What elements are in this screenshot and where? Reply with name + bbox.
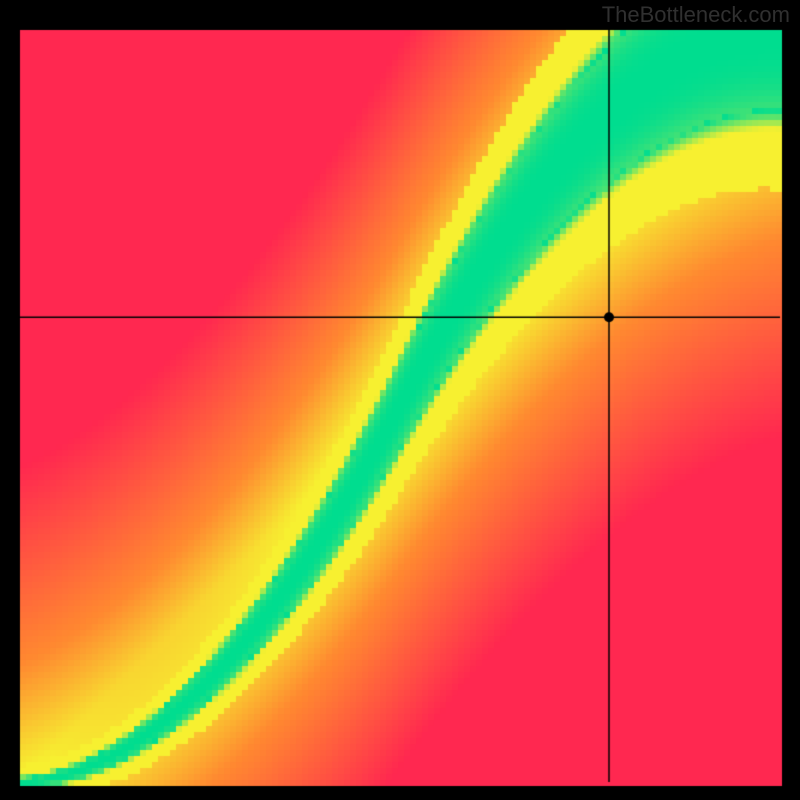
bottleneck-heatmap [0, 0, 800, 800]
watermark-text: TheBottleneck.com [602, 2, 790, 28]
